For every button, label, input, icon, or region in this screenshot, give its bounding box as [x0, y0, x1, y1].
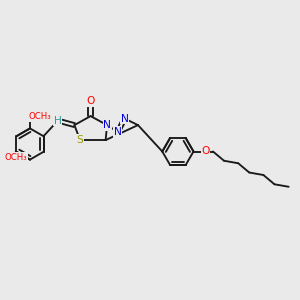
Text: N: N [121, 113, 128, 124]
Text: O: O [86, 96, 95, 106]
Text: N: N [114, 127, 122, 137]
Text: OCH₃: OCH₃ [5, 153, 28, 162]
Text: OCH₃: OCH₃ [28, 112, 51, 122]
Text: H: H [54, 116, 62, 126]
Text: O: O [201, 146, 210, 157]
Text: N: N [103, 120, 111, 130]
Text: S: S [77, 135, 83, 145]
